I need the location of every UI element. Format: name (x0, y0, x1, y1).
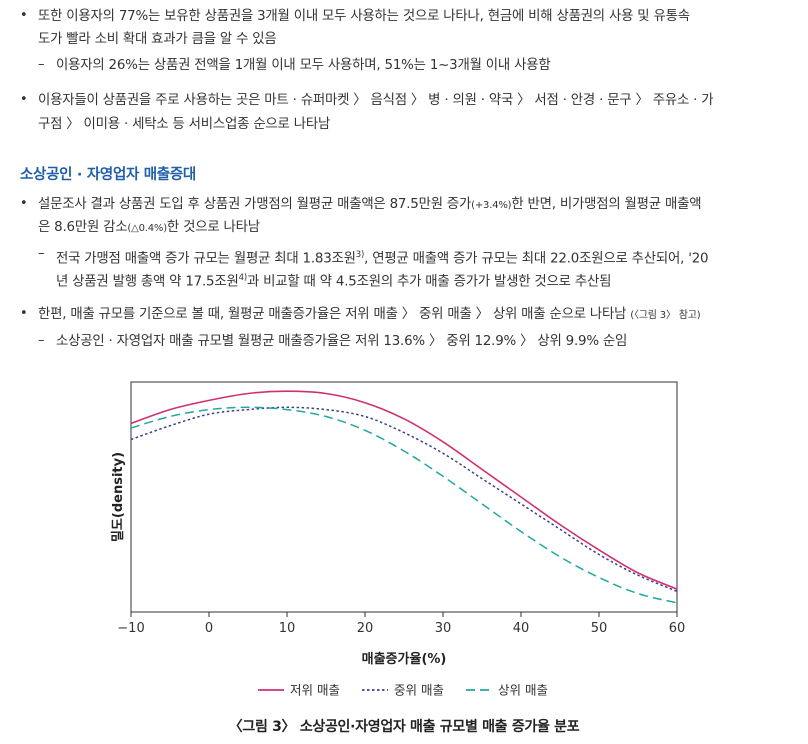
paragraph-1-sub: 이용자의 26%는 상품권 전액을 1개월 이내 모두 사용하며, 51%는 1… (56, 58, 551, 73)
paragraph-4-sub: 소상공인 · 자영업자 매출 규모별 월평균 매출증가율은 저위 13.6% 〉… (56, 334, 628, 349)
text: 전국 가맹점 매출액 증가 규모는 월평균 최대 1.83조원 (56, 251, 356, 267)
bullet: • (20, 196, 28, 211)
legend: 저위 매출 중위 매출 상위 매출 (258, 683, 548, 698)
dash: – (38, 57, 45, 72)
section-title: 소상공인 · 자영업자 매출증대 (20, 167, 196, 183)
bullet: • (20, 306, 28, 321)
x-tick-label: −10 (117, 621, 144, 636)
footnote-ref: 3) (355, 250, 365, 260)
series-layer (130, 390, 678, 604)
x-tick-label: 10 (279, 621, 296, 636)
paragraph-2-line-2: 구점 〉 이미용 · 세탁소 등 서비스업종 순으로 나타남 (38, 117, 331, 132)
series-line-3 (130, 406, 678, 604)
x-tick-label: 0 (205, 621, 213, 636)
text: 과 비교할 때 약 4.5조원의 추가 매출 증가가 발생한 것으로 추산됨 (246, 274, 612, 290)
figure-reference: (〈그림 3〉 참고) (630, 310, 701, 321)
series-line-1 (130, 390, 678, 590)
paragraph-4-line-1: 한편, 매출 규모를 기준으로 볼 때, 월평균 매출증가율은 저위 매출 〉 … (38, 306, 701, 325)
text: 은 8.6만원 감소 (38, 220, 128, 235)
y-axis-label: 밀도(density) (111, 452, 126, 542)
x-tick-label: 50 (591, 621, 608, 636)
x-tick-label: 30 (435, 621, 452, 636)
plot-frame (130, 381, 678, 613)
text: , 연평균 매출액 증가 규모는 최대 22.0조원으로 추산되어, '20 (364, 251, 709, 267)
paragraph-1-line-1: 또한 이용자의 77%는 보유한 상품권을 3개월 이내 모두 사용하는 것으로… (38, 9, 690, 24)
bullet: • (20, 92, 28, 107)
paragraph-1-line-2: 도가 빨라 소비 확대 효과가 큼을 알 수 있음 (38, 32, 277, 47)
x-tick-label: 60 (669, 621, 686, 636)
paragraph-3-line-1: 설문조사 결과 상품권 도입 후 상품권 가맹점의 월평균 매출액은 87.5만… (38, 196, 702, 215)
x-tick-label: 20 (357, 621, 374, 636)
figure-caption: 〈그림 3〉 소상공인·자영업자 매출 규모별 매출 증가율 분포 (228, 719, 580, 735)
legend-label: 중위 매출 (394, 683, 444, 698)
legend-label: 저위 매출 (290, 683, 340, 698)
paragraph-3-sub-line-2: 년 상품권 발행 총액 약 17.5조원4)과 비교할 때 약 4.5조원의 추… (56, 269, 611, 291)
series-line-2 (130, 406, 678, 592)
percent-note: (+3.4%) (471, 200, 512, 211)
text: 한 반면, 비가맹점의 월평균 매출액 (511, 197, 702, 212)
text: 설문조사 결과 상품권 도입 후 상품권 가맹점의 월평균 매출액은 87.5만… (38, 197, 472, 212)
paragraph-2-line-1: 이용자들이 상품권을 주로 사용하는 곳은 마트 · 슈퍼마켓 〉 음식점 〉 … (38, 93, 714, 108)
text: 한편, 매출 규모를 기준으로 볼 때, 월평균 매출증가율은 저위 매출 〉 … (38, 307, 631, 322)
legend-label: 상위 매출 (498, 683, 548, 698)
footnote-ref: 4) (238, 273, 248, 283)
x-tick-label: 40 (513, 621, 530, 636)
text: 년 상품권 발행 총액 약 17.5조원 (56, 274, 239, 290)
x-axis-ticks: −10 0 10 20 30 40 50 60 (117, 612, 685, 636)
density-chart: −10 0 10 20 30 40 50 60 밀도(density) 매출증가율(%) 저위… (111, 381, 685, 698)
paragraph-3-sub-line-1: 전국 가맹점 매출액 증가 규모는 월평균 최대 1.83조원3), 연평균 매… (56, 246, 709, 268)
bullet: • (20, 8, 28, 23)
dash: – (38, 333, 45, 348)
percent-note: (△0.4%) (127, 223, 167, 234)
x-axis-label: 매출증가율(%) (362, 651, 447, 667)
dash: – (38, 246, 45, 261)
paragraph-3-line-2: 은 8.6만원 감소(△0.4%)한 것으로 나타남 (38, 219, 260, 238)
text: 한 것으로 나타남 (166, 220, 260, 235)
